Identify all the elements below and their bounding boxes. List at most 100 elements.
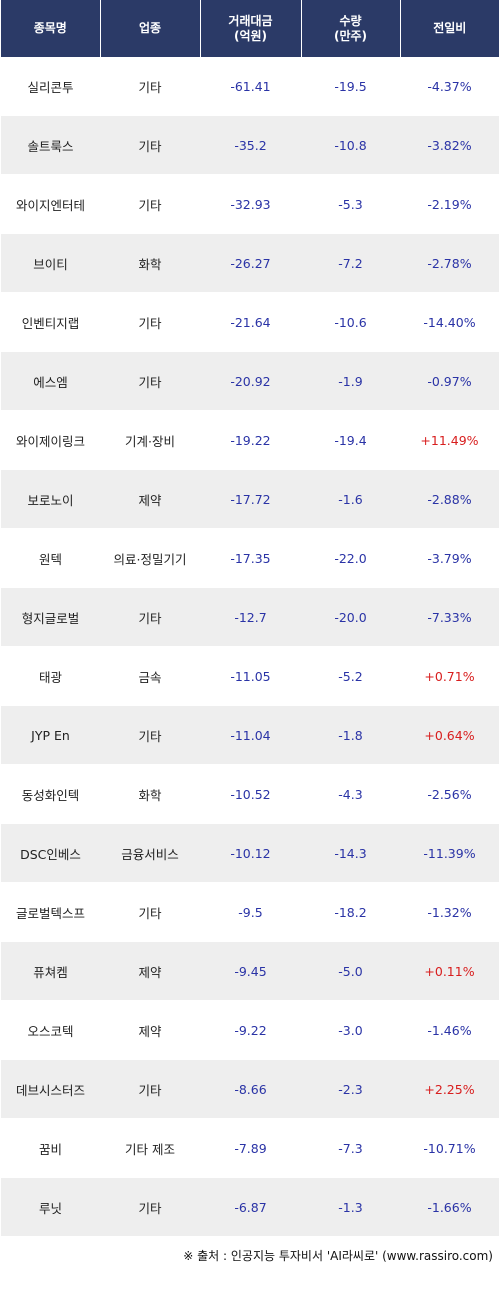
table-row: 오스코텍 제약 -9.22 -3.0 -1.46%	[1, 1000, 499, 1060]
header-trade-amount: 거래대금 (억원)	[200, 0, 302, 57]
cell-stock-name: 실리콘투	[1, 57, 100, 116]
table-row: JYP En 기타 -11.04 -1.8 +0.64%	[1, 705, 499, 765]
cell-sector: 금속	[100, 646, 200, 706]
cell-sector: 기타	[100, 705, 200, 765]
cell-quantity: -18.2	[301, 882, 400, 942]
cell-trade-amount: -7.89	[200, 1118, 301, 1178]
table-row: 보로노이 제약 -17.72 -1.6 -2.88%	[1, 469, 499, 529]
table-row: 형지글로벌 기타 -12.7 -20.0 -7.33%	[1, 587, 499, 647]
cell-trade-amount: -32.93	[200, 174, 301, 234]
cell-trade-amount: -17.35	[200, 528, 301, 588]
cell-sector: 제약	[100, 469, 200, 529]
cell-sector: 화학	[100, 764, 200, 824]
cell-change: -2.88%	[400, 469, 499, 529]
stock-table: 종목명 업종 거래대금 (억원) 수량 (만주) 전일비 실리콘투 기타 -61.41-…	[1, 0, 499, 1237]
cell-quantity: -5.0	[301, 941, 400, 1001]
cell-trade-amount: -12.7	[200, 587, 301, 647]
table-row: 태광 금속 -11.05 -5.2 +0.71%	[1, 646, 499, 706]
cell-sector: 기타	[100, 57, 200, 116]
cell-sector: 제약	[100, 1000, 200, 1060]
cell-trade-amount: -20.92	[200, 351, 301, 411]
table-body: 실리콘투 기타 -61.41 -19.5 -4.37% 솔트룩스 기타 -35.2 -10.8-…	[1, 57, 499, 1237]
cell-stock-name: 루닛	[1, 1177, 100, 1237]
cell-change: -14.40%	[400, 292, 499, 352]
cell-sector: 기타	[100, 1059, 200, 1119]
table-row: 글로벌텍스프 기타 -9.5 -18.2 -1.32%	[1, 882, 499, 942]
cell-sector: 기타	[100, 115, 200, 175]
cell-sector: 금융서비스	[100, 823, 200, 883]
cell-sector: 기타	[100, 587, 200, 647]
cell-quantity: -7.3	[301, 1118, 400, 1178]
cell-stock-name: 데브시스터즈	[1, 1059, 100, 1119]
cell-quantity: -1.6	[301, 469, 400, 529]
cell-stock-name: 퓨쳐켐	[1, 941, 100, 1001]
cell-sector: 의료·정밀기기	[100, 528, 200, 588]
table-row: 루닛 기타 -6.87 -1.3 -1.66%	[1, 1177, 499, 1237]
cell-stock-name: DSC인베스	[1, 823, 100, 883]
cell-trade-amount: -9.5	[200, 882, 301, 942]
cell-stock-name: 오스코텍	[1, 1000, 100, 1060]
table-row: 에스엠 기타 -20.92 -1.9 -0.97%	[1, 351, 499, 411]
cell-change: +0.11%	[400, 941, 499, 1001]
table-row: 동성화인텍 화학 -10.52 -4.3 -2.56%	[1, 764, 499, 824]
cell-stock-name: 브이티	[1, 233, 100, 293]
cell-stock-name: 동성화인텍	[1, 764, 100, 824]
cell-quantity: -14.3	[301, 823, 400, 883]
cell-quantity: -10.8	[301, 115, 400, 175]
cell-stock-name: 태광	[1, 646, 100, 706]
cell-change: -1.32%	[400, 882, 499, 942]
table-row: 퓨쳐켐 제약 -9.45 -5.0 +0.11%	[1, 941, 499, 1001]
cell-sector: 기타 제조	[100, 1118, 200, 1178]
table-row: 인벤티지랩 기타 -21.64 -10.6 -14.40%	[1, 292, 499, 352]
cell-quantity: -1.9	[301, 351, 400, 411]
cell-quantity: -2.3	[301, 1059, 400, 1119]
cell-change: +0.71%	[400, 646, 499, 706]
table-row: 원텍 의료·정밀기기 -17.35 -22.0 -3.79%	[1, 528, 499, 588]
cell-change: +11.49%	[400, 410, 499, 470]
cell-trade-amount: -11.04	[200, 705, 301, 765]
cell-sector: 화학	[100, 233, 200, 293]
cell-trade-amount: -10.52	[200, 764, 301, 824]
cell-trade-amount: -11.05	[200, 646, 301, 706]
cell-quantity: -22.0	[301, 528, 400, 588]
cell-stock-name: 형지글로벌	[1, 587, 100, 647]
cell-change: -2.19%	[400, 174, 499, 234]
cell-change: -4.37%	[400, 57, 499, 116]
cell-quantity: -3.0	[301, 1000, 400, 1060]
cell-trade-amount: -17.72	[200, 469, 301, 529]
cell-trade-amount: -10.12	[200, 823, 301, 883]
header-sector: 업종	[100, 0, 201, 57]
cell-trade-amount: -21.64	[200, 292, 301, 352]
cell-trade-amount: -6.87	[200, 1177, 301, 1237]
cell-quantity: -4.3	[301, 764, 400, 824]
cell-sector: 기타	[100, 882, 200, 942]
cell-stock-name: 솔트룩스	[1, 115, 100, 175]
cell-trade-amount: -61.41	[200, 57, 301, 116]
cell-quantity: -10.6	[301, 292, 400, 352]
cell-sector: 기타	[100, 351, 200, 411]
table-row: 꿈비 기타 제조 -7.89 -7.3 -10.71%	[1, 1118, 499, 1178]
cell-trade-amount: -19.22	[200, 410, 301, 470]
header-change: 전일비	[400, 0, 499, 57]
table-row: DSC인베스 금융서비스 -10.12 -14.3 -11.39%	[1, 823, 499, 883]
table-header-row: 종목명 업종 거래대금 (억원) 수량 (만주) 전일비	[1, 0, 499, 57]
cell-trade-amount: -8.66	[200, 1059, 301, 1119]
cell-quantity: -5.3	[301, 174, 400, 234]
header-quantity: 수량 (만주)	[301, 0, 401, 57]
cell-change: -2.78%	[400, 233, 499, 293]
cell-change: -11.39%	[400, 823, 499, 883]
cell-trade-amount: -26.27	[200, 233, 301, 293]
cell-quantity: -20.0	[301, 587, 400, 647]
cell-trade-amount: -9.22	[200, 1000, 301, 1060]
cell-stock-name: 꿈비	[1, 1118, 100, 1178]
table-row: 와이지엔터테 기타 -32.93 -5.3 -2.19%	[1, 174, 499, 234]
cell-change: -2.56%	[400, 764, 499, 824]
cell-quantity: -5.2	[301, 646, 400, 706]
cell-stock-name: 글로벌텍스프	[1, 882, 100, 942]
stock-table-container: 종목명 업종 거래대금 (억원) 수량 (만주) 전일비 실리콘투 기타 -61.41-…	[1, 0, 499, 1264]
cell-change: -0.97%	[400, 351, 499, 411]
cell-quantity: -19.5	[301, 57, 400, 116]
cell-stock-name: 에스엠	[1, 351, 100, 411]
cell-change: -3.82%	[400, 115, 499, 175]
table-row: 데브시스터즈 기타 -8.66 -2.3 +2.25%	[1, 1059, 499, 1119]
